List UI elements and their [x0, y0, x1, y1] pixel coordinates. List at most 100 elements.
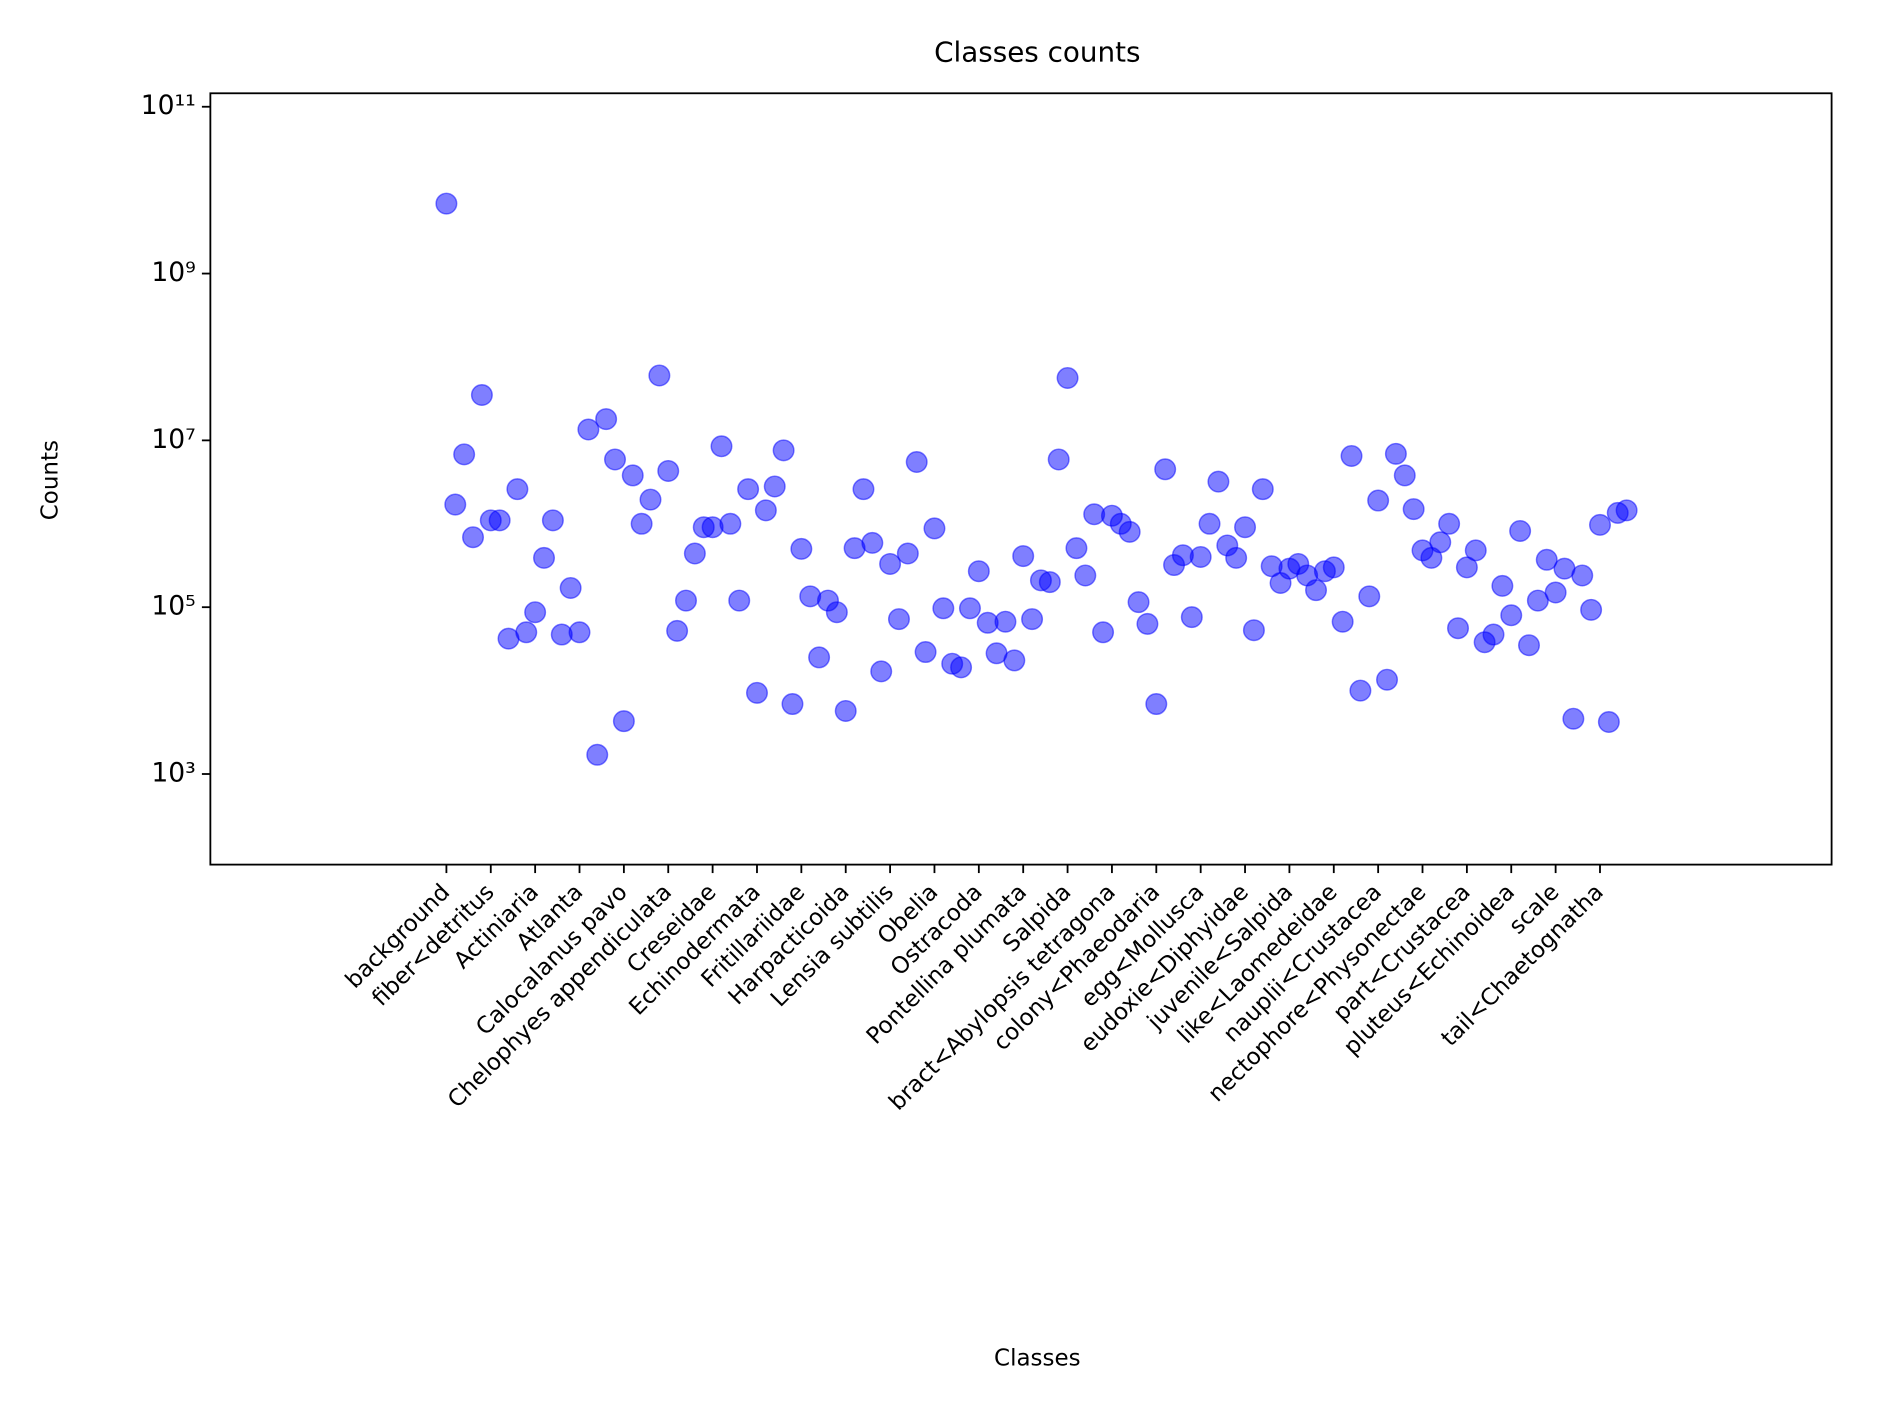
point	[612, 710, 635, 733]
y-tick-label: 10¹¹	[141, 90, 196, 121]
point	[1092, 621, 1115, 644]
point	[967, 560, 990, 583]
point	[1340, 444, 1363, 467]
point	[604, 448, 627, 471]
point	[1571, 564, 1594, 587]
point	[1065, 537, 1088, 560]
point	[1003, 649, 1026, 672]
point	[1535, 548, 1558, 571]
point	[1491, 574, 1514, 597]
point	[1322, 556, 1345, 579]
x-axis-label: Classes	[994, 1346, 1081, 1372]
point	[515, 621, 538, 644]
point	[861, 531, 884, 554]
point	[763, 475, 786, 498]
point	[914, 641, 937, 664]
point	[639, 488, 662, 511]
point	[1580, 598, 1603, 621]
point	[1074, 564, 1097, 587]
point	[1242, 619, 1265, 642]
chart-title: Classes counts	[934, 35, 1140, 68]
point	[1482, 623, 1505, 646]
point	[950, 656, 973, 679]
point	[1455, 556, 1478, 579]
point	[541, 509, 564, 532]
point	[1056, 366, 1079, 389]
point	[577, 418, 600, 441]
y-axis-label: Counts	[37, 440, 63, 520]
point	[958, 597, 981, 620]
point	[1447, 617, 1470, 640]
point	[719, 512, 742, 535]
point	[648, 364, 671, 387]
point	[1562, 707, 1585, 730]
point	[1154, 458, 1177, 481]
point	[852, 478, 875, 501]
point	[1376, 668, 1399, 691]
point	[1438, 512, 1461, 535]
point	[1047, 448, 1070, 471]
point	[728, 589, 751, 612]
point	[1597, 711, 1620, 734]
point	[524, 601, 547, 624]
point	[834, 699, 857, 722]
point	[666, 619, 689, 642]
point	[1509, 519, 1532, 542]
point	[887, 608, 910, 631]
point	[444, 493, 467, 516]
point	[1305, 579, 1328, 602]
point	[754, 499, 777, 522]
point	[870, 660, 893, 683]
point	[1464, 539, 1487, 562]
point	[1118, 520, 1141, 543]
point	[1198, 512, 1221, 535]
y-tick-label: 10⁵	[151, 591, 195, 622]
point	[745, 681, 768, 704]
plot-frame	[209, 92, 1833, 866]
point	[790, 537, 813, 560]
point	[1012, 545, 1035, 568]
point	[1145, 693, 1168, 716]
point	[1393, 464, 1416, 487]
point	[630, 512, 653, 535]
point	[994, 610, 1017, 633]
point	[1358, 585, 1381, 608]
point	[559, 576, 582, 599]
point	[1500, 604, 1523, 627]
point	[506, 478, 529, 501]
point	[825, 601, 848, 624]
point	[595, 408, 618, 431]
point	[1127, 591, 1150, 614]
point	[1225, 546, 1248, 569]
point	[1251, 478, 1274, 501]
point	[435, 192, 458, 215]
point	[932, 597, 955, 620]
point	[1189, 545, 1212, 568]
point	[923, 517, 946, 540]
point	[533, 546, 556, 569]
point	[1021, 608, 1044, 631]
point	[1367, 489, 1390, 512]
point	[905, 451, 928, 474]
point	[1429, 531, 1452, 554]
point	[453, 443, 476, 466]
point	[674, 589, 697, 612]
point	[1207, 470, 1230, 493]
point	[621, 464, 644, 487]
point	[1526, 589, 1549, 612]
y-tick-label: 10⁷	[151, 424, 195, 455]
point	[1331, 610, 1354, 633]
point	[1544, 581, 1567, 604]
point	[586, 743, 609, 766]
point	[657, 459, 680, 482]
point	[1384, 442, 1407, 465]
point	[462, 526, 485, 549]
point	[710, 435, 733, 458]
y-tick-label: 10³	[151, 758, 195, 789]
point	[781, 693, 804, 716]
point	[1349, 679, 1372, 702]
point	[683, 542, 706, 565]
point	[1402, 498, 1425, 521]
point	[1038, 571, 1061, 594]
y-tick-label: 10⁹	[151, 257, 195, 288]
